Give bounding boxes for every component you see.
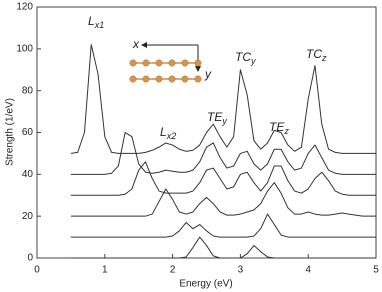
y-tick-label: 60 bbox=[22, 127, 34, 138]
inset-atom bbox=[181, 75, 189, 83]
spectrum-line bbox=[70, 44, 376, 154]
y-tick-label: 120 bbox=[16, 2, 33, 13]
inset-arrowhead-x bbox=[141, 42, 147, 48]
annotation-text: TC bbox=[235, 50, 251, 64]
annotation: Lx1 bbox=[88, 14, 104, 30]
y-tick-label: 100 bbox=[16, 43, 33, 54]
x-tick-label: 2 bbox=[170, 265, 176, 276]
annotation-subscript: z bbox=[321, 53, 327, 63]
inset-atom bbox=[129, 75, 137, 83]
x-tick-label: 1 bbox=[102, 265, 108, 276]
inset-atom bbox=[168, 59, 176, 67]
inset: x y bbox=[129, 37, 212, 83]
annotation-subscript: x2 bbox=[166, 131, 177, 141]
inset-atom bbox=[129, 59, 137, 67]
inset-atom bbox=[194, 59, 202, 67]
x-tick-label: 4 bbox=[305, 265, 311, 276]
inset-atom bbox=[155, 75, 163, 83]
x-axis-label: Energy (eV) bbox=[179, 279, 232, 290]
inset-atom bbox=[155, 59, 163, 67]
annotation-subscript: y bbox=[221, 116, 227, 126]
annotation: TEz bbox=[269, 120, 289, 136]
inset-atom bbox=[181, 59, 189, 67]
inset-atom bbox=[142, 75, 150, 83]
annotation-text: L bbox=[88, 14, 95, 28]
annotation-subscript: y bbox=[250, 56, 256, 66]
spectrum-line bbox=[70, 132, 376, 175]
x-tick-label: 5 bbox=[373, 265, 379, 276]
inset-atom bbox=[194, 75, 202, 83]
inset-atom bbox=[168, 75, 176, 83]
y-tick-label: 40 bbox=[22, 169, 34, 180]
inset-y-label: y bbox=[204, 67, 212, 81]
y-tick-label: 80 bbox=[22, 85, 34, 96]
annotation: Lx2 bbox=[160, 125, 176, 141]
y-axis-label: Strength (1/eV) bbox=[5, 98, 16, 166]
spectrum-line bbox=[70, 161, 376, 196]
annotation-text: TE bbox=[207, 110, 223, 124]
spectrum-line bbox=[70, 236, 376, 259]
inset-x-label: x bbox=[132, 37, 140, 51]
spectrum-line bbox=[70, 182, 376, 217]
annotation: TCz bbox=[306, 47, 327, 63]
y-tick-label: 20 bbox=[22, 211, 34, 222]
annotation-text: TE bbox=[269, 120, 285, 134]
annotation-text: TC bbox=[306, 47, 322, 61]
inset-atom bbox=[142, 59, 150, 67]
annotation: TEy bbox=[207, 110, 227, 126]
annotation-text: L bbox=[160, 125, 167, 139]
y-tick-label: 0 bbox=[27, 253, 33, 264]
annotation-subscript: x1 bbox=[94, 20, 105, 30]
inset-arrowhead-y bbox=[195, 66, 201, 72]
spectrum-line bbox=[70, 213, 376, 238]
annotation: TCy bbox=[235, 50, 256, 66]
x-tick-label: 3 bbox=[238, 265, 244, 276]
x-tick-label: 0 bbox=[34, 265, 40, 276]
annotation-subscript: z bbox=[283, 126, 289, 136]
